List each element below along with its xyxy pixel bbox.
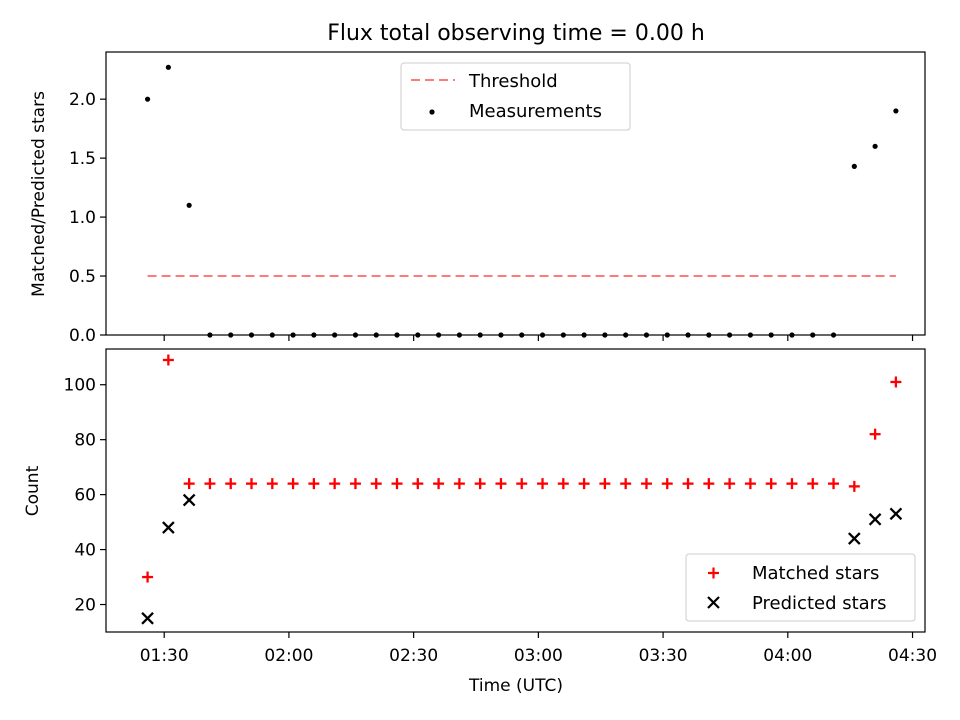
matched-star-point <box>246 478 258 490</box>
matched-star-point <box>703 478 715 490</box>
legend-matched-label: Matched stars <box>752 563 879 584</box>
matched-star-point <box>848 480 860 492</box>
x-tick-label: 03:00 <box>514 646 563 666</box>
measurement-point <box>851 163 857 169</box>
bottom-ylabel: Count <box>23 465 43 516</box>
matched-star-point <box>890 376 902 388</box>
top-x-ticks <box>163 335 914 341</box>
legend-measurements-swatch <box>429 109 435 115</box>
matched-star-point <box>287 478 299 490</box>
matched-star-point <box>453 478 465 490</box>
matched-star-point <box>516 478 528 490</box>
legend-matched-swatch <box>708 567 719 579</box>
chart-title: Flux total observing time = 0.00 h <box>327 21 705 46</box>
bottom-axes-frame <box>105 348 926 633</box>
matched-star-point <box>828 478 840 490</box>
top-axes-frame <box>105 51 926 336</box>
bottom-y-tick-label: 100 <box>64 376 96 396</box>
matched-star-point <box>474 478 486 490</box>
matched-star-point <box>349 478 361 490</box>
matched-star-point <box>495 478 507 490</box>
matched-star-point <box>786 478 798 490</box>
top-y-ticks: 0.0 0.5 1.0 1.5 2.0 <box>69 90 106 346</box>
matched-star-point <box>266 478 278 490</box>
matched-star-point <box>225 478 237 490</box>
x-tick-label: 02:30 <box>389 646 438 666</box>
predicted-star-point <box>848 532 861 545</box>
x-tick-label: 04:30 <box>888 646 937 666</box>
bottom-legend-box <box>685 553 916 622</box>
matched-star-point <box>412 478 424 490</box>
measurement-point <box>144 96 151 102</box>
bottom-y-tick-label: 80 <box>74 431 96 451</box>
bottom-y-tick-label: 40 <box>74 541 96 561</box>
legend-threshold-label: Threshold <box>468 71 558 92</box>
matched-star-point <box>329 478 341 490</box>
predicted-star-point <box>182 493 196 507</box>
matched-star-point <box>640 478 652 490</box>
matched-star-point <box>142 571 154 583</box>
bottom-y-tick-label: 20 <box>74 596 96 616</box>
matched-star-point <box>869 428 881 440</box>
top-y-tick-label: 2.0 <box>69 90 96 110</box>
predicted-star-point <box>162 521 175 534</box>
matched-star-point <box>162 354 174 366</box>
matched-star-point <box>183 478 195 490</box>
top-y-tick-label: 0.0 <box>69 326 96 346</box>
legend-predicted-label: Predicted stars <box>752 593 886 614</box>
measurement-point <box>893 108 899 114</box>
bottom-y-tick-label: 60 <box>74 486 96 506</box>
x-tick-label: 02:00 <box>264 646 313 666</box>
matched-star-point <box>682 478 694 490</box>
matched-star-point <box>308 478 320 490</box>
bottom-x-ticks: 01:30 02:00 02:30 03:00 03:30 04:00 04:30 <box>140 632 937 666</box>
matched-star-point <box>557 478 569 490</box>
x-axis-label: Time (UTC) <box>468 676 563 696</box>
top-panel: Matched/Predicted stars 0.00.51.01.52.0 … <box>29 51 926 346</box>
legend-measurements-label: Measurements <box>469 101 602 122</box>
measurement-point <box>186 202 192 208</box>
top-y-tick-label: 0.5 <box>69 267 96 287</box>
matched-star-point <box>578 478 590 490</box>
x-tick-label: 01:30 <box>140 646 189 666</box>
matched-star-point <box>204 478 216 490</box>
matched-star-point <box>433 478 445 490</box>
bottom-legend: Matched stars Predicted stars <box>685 553 916 622</box>
matched-star-point <box>765 478 777 490</box>
legend-predicted-swatch <box>707 596 720 609</box>
measurement-point <box>872 143 878 149</box>
bottom-y-ticks: 20 40 60 80 100 <box>64 376 106 616</box>
top-legend-box <box>400 62 631 131</box>
top-legend: Threshold Measurements <box>400 62 631 131</box>
matched-star-point <box>724 478 736 490</box>
top-y-tick-label: 1.5 <box>69 149 96 169</box>
matched-star-point <box>370 478 382 490</box>
bottom-panel: Count 20 40 60 80 100 01:30 02:00 02:30 03:00 03… <box>23 348 937 696</box>
top-ylabel: Matched/Predicted stars <box>29 91 49 297</box>
x-tick-label: 04:00 <box>763 646 812 666</box>
count-points <box>141 354 903 625</box>
matched-star-point <box>744 478 756 490</box>
matched-star-point <box>537 478 549 490</box>
predicted-star-point <box>141 611 154 625</box>
top-y-tick-label: 1.0 <box>69 208 96 228</box>
matched-star-point <box>620 478 632 490</box>
matched-star-point <box>661 478 673 490</box>
measurement-point <box>165 64 171 70</box>
matched-star-point <box>391 478 403 490</box>
matched-star-point <box>599 478 611 490</box>
predicted-star-point <box>889 507 903 521</box>
matched-star-point <box>807 478 819 490</box>
predicted-star-point <box>868 513 882 526</box>
x-tick-label: 03:30 <box>639 646 688 666</box>
